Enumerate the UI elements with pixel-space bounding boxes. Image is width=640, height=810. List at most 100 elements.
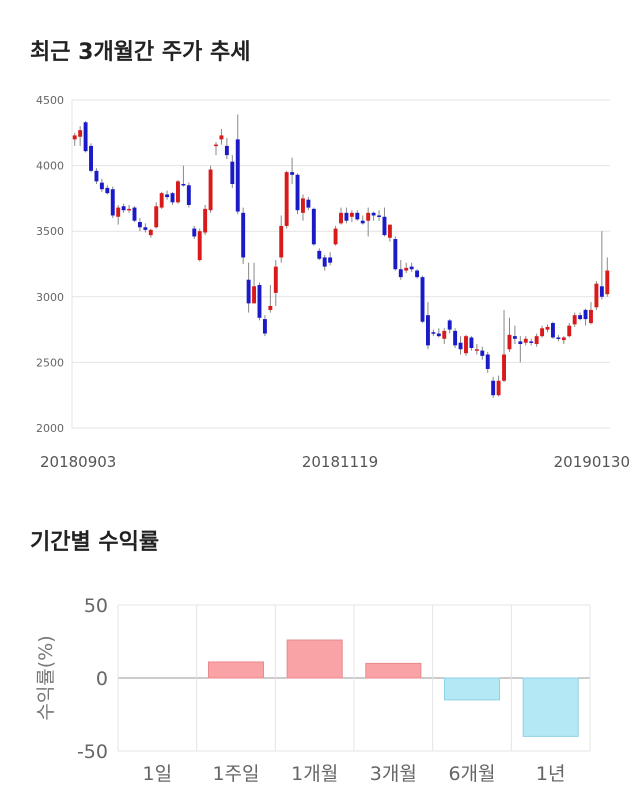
candle-body: [99, 182, 104, 190]
price-y-tick-label: 2500: [36, 356, 64, 369]
candle-body: [556, 337, 561, 339]
candle-body: [89, 145, 93, 171]
candle-body: [170, 193, 175, 203]
return-bar: [443, 677, 501, 701]
candle-body: [306, 199, 311, 208]
candle-body: [235, 139, 240, 212]
candle-body: [241, 212, 246, 258]
candle-body: [355, 212, 360, 220]
candle-body: [534, 336, 539, 345]
candle-body: [110, 189, 115, 216]
candle-body: [208, 169, 213, 211]
candle-body: [328, 257, 333, 263]
candle-body: [246, 279, 251, 304]
candle-body: [453, 330, 458, 346]
candle-body: [431, 332, 436, 334]
candle-body: [360, 220, 365, 224]
candle-body: [197, 231, 202, 261]
candle-body: [464, 336, 468, 354]
price-y-tick-label: 3500: [36, 225, 64, 238]
period-tick-label: 1주일: [212, 763, 259, 785]
candle-body: [398, 269, 403, 278]
return-bar: [522, 677, 579, 737]
return-bar: [286, 639, 343, 679]
candle-body: [583, 309, 588, 320]
candle-body: [94, 170, 99, 182]
candle-body: [550, 323, 555, 338]
candle-body: [262, 319, 267, 334]
candle-body: [393, 239, 398, 270]
candle-body: [176, 181, 180, 203]
candle-body: [257, 284, 262, 318]
period-tick-label: 1개월: [291, 763, 338, 785]
price-y-tick-label: 4500: [36, 94, 64, 107]
period-return-title: 기간별 수익률: [30, 530, 160, 555]
candle-body: [605, 270, 610, 295]
candle-body: [415, 270, 420, 278]
price-y-tick-label: 3000: [36, 291, 64, 304]
return-bar-chart: -50 0 50 수익률(%) 1일 1주일 1개월 3개월 6개월 1년: [35, 595, 591, 785]
candle-body: [78, 130, 83, 137]
candle-body: [203, 208, 208, 233]
return-bar: [207, 661, 265, 679]
candle-body: [132, 207, 137, 221]
period-tick-label: 1년: [536, 763, 566, 785]
candle-body: [474, 349, 479, 351]
candle-body: [502, 354, 506, 381]
period-tick-label: 6개월: [448, 763, 495, 785]
candle-body: [561, 337, 566, 341]
candlestick-chart: 2000 2500 3000 3500 4000 4500 20180903 20181119…: [36, 94, 630, 471]
candle-body: [529, 341, 534, 343]
candle-body: [181, 183, 186, 186]
candle-body: [127, 208, 132, 211]
candle-body: [594, 283, 599, 308]
candle-body: [214, 144, 218, 147]
candle-body: [404, 267, 409, 271]
candle-body: [311, 208, 316, 245]
period-tick-label: 1일: [143, 763, 173, 785]
candle-body: [382, 216, 387, 236]
candle-body: [72, 135, 77, 140]
candle-body: [295, 174, 300, 211]
candle-body: [116, 207, 121, 217]
candle-body: [322, 257, 327, 267]
candle-body: [333, 228, 338, 245]
candle-body: [518, 341, 523, 345]
candle-body: [143, 227, 148, 230]
price-y-tick-label: 2000: [36, 422, 64, 435]
candle-body: [154, 206, 159, 228]
date-tick-label: 20190130: [554, 453, 630, 471]
return-y-tick-label: 50: [84, 595, 108, 617]
date-tick-label: 20181119: [302, 453, 378, 471]
return-bar: [365, 662, 422, 679]
candle-body: [219, 135, 224, 140]
candle-body: [420, 277, 425, 322]
candle-body: [159, 193, 164, 208]
candle-body: [121, 206, 126, 211]
candle-body: [290, 172, 295, 175]
candle-body: [496, 380, 501, 396]
candle-body: [230, 161, 235, 184]
candle-body: [339, 212, 343, 224]
candle-body: [409, 266, 414, 270]
candle-body: [186, 185, 191, 205]
candle-body: [545, 326, 550, 330]
candle-body: [377, 215, 381, 217]
return-y-tick-label: 0: [96, 668, 108, 690]
candle-body: [349, 212, 354, 217]
candle-body: [567, 325, 572, 337]
candle-body: [578, 315, 583, 320]
candle-body: [523, 338, 528, 343]
period-tick-label: 3개월: [370, 763, 417, 785]
candle-body: [458, 342, 463, 350]
candle-body: [540, 328, 545, 337]
candle-body: [485, 354, 490, 369]
candle-body: [105, 187, 110, 194]
candle-body: [572, 315, 577, 325]
candle-body: [589, 309, 593, 324]
candle-body: [387, 224, 392, 238]
candle-body: [148, 229, 153, 236]
candle-body: [480, 350, 485, 356]
candle-body: [224, 145, 229, 156]
